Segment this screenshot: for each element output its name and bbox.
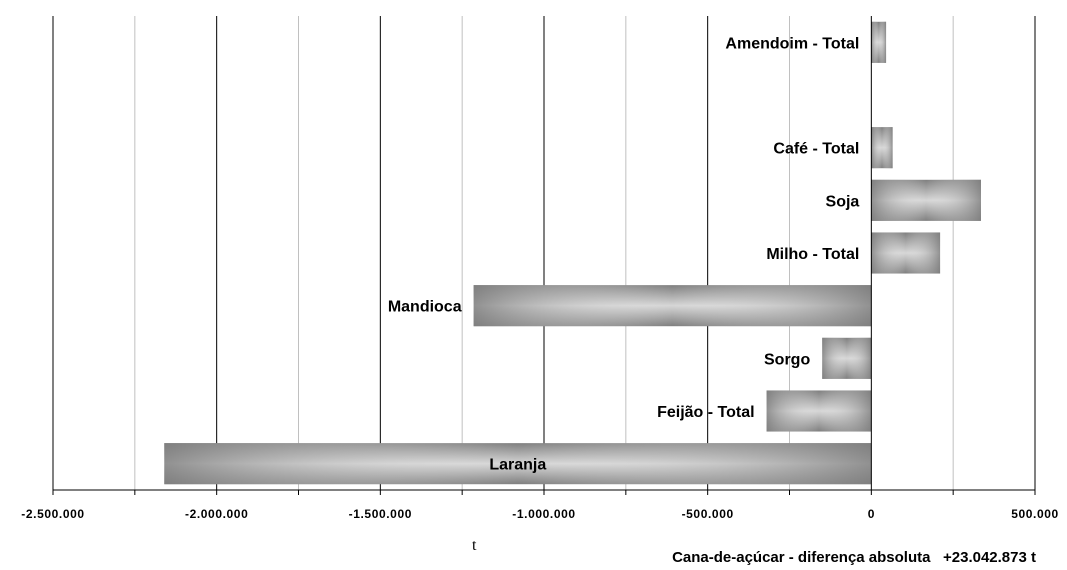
note-value: +23.042.873 t: [943, 549, 1036, 566]
bar-shade: [871, 180, 981, 221]
category-label: Amendoim - Total: [725, 35, 859, 52]
category-label: Café - Total: [773, 141, 859, 158]
note-label: Cana-de-açúcar - diferença absoluta: [672, 549, 930, 566]
x-tick-label: -1.000.000: [512, 507, 575, 521]
x-tick-label: 500.000: [1011, 507, 1059, 521]
category-label: Mandioca: [388, 299, 462, 316]
bar-shade: [767, 390, 872, 431]
bar-shade: [822, 338, 871, 379]
category-label: Soja: [826, 193, 860, 210]
bars: Amendoim - Total Café - Total Soja Milho - …: [164, 22, 981, 484]
x-tick-label: -500.000: [682, 507, 734, 521]
x-tick-label: 0: [868, 507, 875, 521]
bar-shade: [871, 127, 892, 168]
x-tick-label: -2.000.000: [185, 507, 248, 521]
x-tick-label: -1.500.000: [349, 507, 412, 521]
bar-shade: [871, 22, 886, 63]
x-tick-label: -2.500.000: [21, 507, 84, 521]
category-label: Milho - Total: [766, 246, 859, 263]
x-axis-title: t: [472, 537, 476, 555]
category-label: Sorgo: [764, 351, 810, 368]
category-label: Feijão - Total: [657, 404, 754, 421]
bar-shade: [474, 285, 872, 326]
sugarcane-note: Cana-de-açúcar - diferença absoluta +23.…: [672, 549, 1036, 566]
bar-shade: [871, 232, 940, 273]
category-label: Laranja: [489, 457, 546, 474]
